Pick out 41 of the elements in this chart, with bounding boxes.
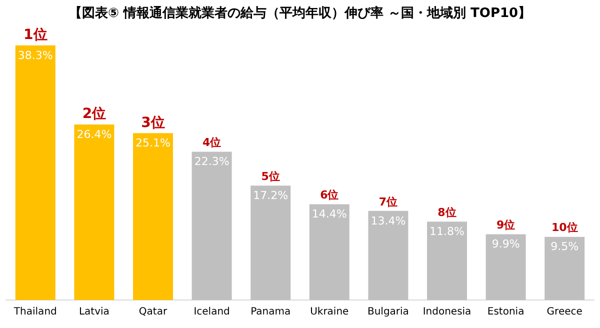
- chart-title: 【図表⑤ 情報通信業就業者の給与（平均年収）伸び率 ～国・地域別 TOP10】: [68, 5, 532, 22]
- annotation: 7位: [378, 195, 398, 208]
- bar: [74, 124, 114, 300]
- bar: [486, 234, 526, 300]
- data-label: 9.5%: [550, 240, 579, 254]
- annotation: 5位: [261, 170, 280, 184]
- data-label: 26.4%: [76, 128, 112, 141]
- x-tick-label: Indonesia: [422, 306, 472, 318]
- annotation: 9位: [496, 218, 516, 232]
- annotation: 1位: [24, 27, 48, 44]
- x-tick-label: Latvia: [78, 306, 110, 318]
- x-tick-label: Panama: [250, 306, 291, 318]
- annotation: 10位: [551, 221, 578, 234]
- data-label: 9.9%: [492, 238, 520, 251]
- data-label: 17.2%: [253, 189, 288, 202]
- bar: [133, 133, 173, 300]
- annotation: 2位: [82, 106, 106, 122]
- x-tick-label: Qatar: [138, 306, 168, 318]
- x-tick-label: Thailand: [12, 306, 57, 318]
- x-tick-label: Iceland: [194, 306, 230, 318]
- data-label: 11.8%: [430, 224, 464, 238]
- x-tick-label: Estonia: [487, 306, 524, 318]
- data-label: 22.3%: [194, 155, 230, 168]
- data-label: 13.4%: [370, 214, 406, 228]
- bar: [427, 222, 467, 300]
- annotation: 8位: [438, 206, 456, 219]
- bar: [192, 152, 232, 300]
- annotation: 3位: [141, 114, 165, 131]
- x-tick-label: Ukraine: [310, 306, 349, 318]
- bar: [15, 45, 56, 300]
- annotation: 4位: [202, 136, 222, 150]
- data-label: 25.1%: [136, 136, 170, 150]
- x-tick-label: Greece: [546, 306, 582, 318]
- data-label: 14.4%: [312, 208, 347, 221]
- bar: [368, 210, 408, 300]
- x-tick-label: Bulgaria: [367, 306, 409, 318]
- data-label: 38.3%: [18, 48, 53, 62]
- bar: [309, 204, 350, 300]
- bar: [250, 186, 291, 300]
- annotation: 6位: [320, 188, 339, 202]
- bar: [544, 236, 585, 300]
